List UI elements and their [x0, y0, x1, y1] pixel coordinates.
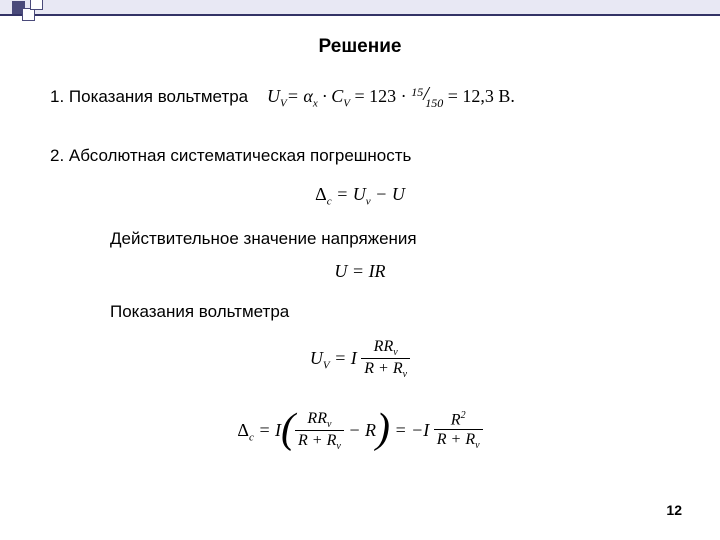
voltmeter-reading-label: Показания вольтметра	[110, 302, 670, 322]
uv-fraction: RRv R + Rv	[361, 338, 410, 381]
decor-square-light-2	[30, 0, 43, 10]
actual-value-label: Действительное значение напряжения	[110, 229, 670, 249]
item-1-label: 1. Показания вольтметра	[50, 87, 248, 106]
page-number: 12	[666, 502, 682, 518]
item-1-fraction: 15/150	[411, 87, 443, 109]
delta-formula: Δc = Uv − U	[50, 184, 670, 208]
item-1-formula: UV= αx · CV = 123 · 15/150 = 12,3 В.	[267, 86, 515, 106]
item-1-line: 1. Показания вольтметра UV= αx · CV = 12…	[50, 86, 670, 110]
item-2-label: 2. Абсолютная систематическая погрешност…	[50, 146, 670, 166]
slide-title: Решение	[50, 36, 670, 58]
uv-fraction-formula: UV = I RRv R + Rv	[50, 338, 670, 381]
final-formula: Δc = I( RRv R + Rv − R) = −I R2 R + Rv	[50, 410, 670, 453]
final-frac-1: RRv R + Rv	[295, 410, 344, 453]
slide-top-bar	[0, 0, 720, 16]
final-frac-2: R2 R + Rv	[434, 410, 483, 452]
slide-content: Решение 1. Показания вольтметра UV= αx ·…	[0, 16, 720, 453]
u-ir-formula: U = IR	[50, 261, 670, 282]
